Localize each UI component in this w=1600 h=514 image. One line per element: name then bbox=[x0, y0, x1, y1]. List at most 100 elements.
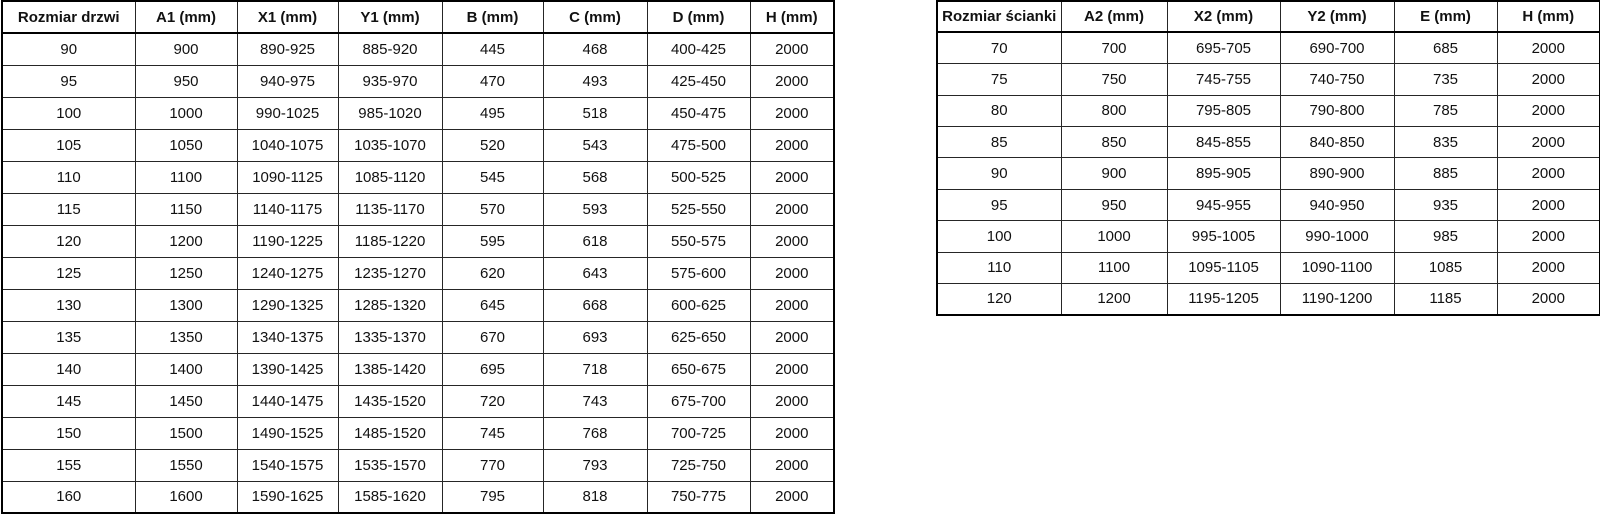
table-cell: 668 bbox=[542, 288, 648, 322]
table-row: 85 850 845-855 840-850 835 2000 bbox=[936, 126, 1600, 159]
table-row: 155 1550 1540-1575 1535-1570 770 793 725-750 20… bbox=[1, 448, 835, 482]
table-cell: 2000 bbox=[1496, 157, 1600, 190]
table-row: 145 1450 1440-1475 1435-1520 720 743 675-700 20… bbox=[1, 384, 835, 418]
table-cell: 520 bbox=[441, 128, 544, 162]
table-cell: 125 bbox=[1, 256, 136, 290]
table-cell: 80 bbox=[936, 94, 1062, 128]
table-cell: 950 bbox=[1060, 188, 1168, 222]
table-cell: 885 bbox=[1393, 157, 1498, 190]
table-cell: 900 bbox=[1060, 157, 1168, 190]
table-cell: 110 bbox=[936, 251, 1062, 285]
table-cell: 895-905 bbox=[1166, 157, 1281, 190]
table-cell: 935 bbox=[1393, 188, 1498, 222]
table-cell: 685 bbox=[1393, 31, 1498, 65]
table-cell: 468 bbox=[542, 32, 648, 66]
table-cell: 1235-1270 bbox=[337, 256, 443, 290]
table-cell: 115 bbox=[1, 192, 136, 226]
column-header: H (mm) bbox=[1496, 0, 1600, 34]
table-cell: 935-970 bbox=[337, 64, 443, 98]
table-cell: 1100 bbox=[134, 160, 238, 194]
column-header: B (mm) bbox=[441, 0, 544, 34]
table-row: 100 1000 990-1025 985-1020 495 518 450-475 2000 bbox=[1, 96, 835, 130]
table-cell: 750 bbox=[1060, 63, 1168, 96]
table-row: 120 1200 1195-1205 1190-1200 1185 2000 bbox=[936, 283, 1600, 316]
table-cell: 445 bbox=[441, 32, 544, 66]
table-cell: 2000 bbox=[749, 352, 835, 386]
table-cell: 518 bbox=[542, 96, 648, 130]
table-cell: 75 bbox=[936, 63, 1062, 96]
table-cell: 725-750 bbox=[646, 448, 751, 482]
table-cell: 1085-1120 bbox=[337, 160, 443, 194]
table-cell: 1000 bbox=[1060, 220, 1168, 253]
table-cell: 945-955 bbox=[1166, 188, 1281, 222]
table-cell: 1350 bbox=[134, 320, 238, 354]
table-cell: 2000 bbox=[749, 416, 835, 450]
table-cell: 670 bbox=[441, 320, 544, 354]
table-cell: 790-800 bbox=[1279, 94, 1395, 128]
table-cell: 1100 bbox=[1060, 251, 1168, 285]
table-cell: 2000 bbox=[749, 320, 835, 354]
table-cell: 1195-1205 bbox=[1166, 283, 1281, 316]
table-cell: 718 bbox=[542, 352, 648, 386]
table-cell: 1285-1320 bbox=[337, 288, 443, 322]
table-row: 70 700 695-705 690-700 685 2000 bbox=[936, 31, 1600, 65]
table-cell: 1290-1325 bbox=[236, 288, 339, 322]
table-cell: 1300 bbox=[134, 288, 238, 322]
table-cell: 1600 bbox=[134, 480, 238, 514]
table-row: 110 1100 1095-1105 1090-1100 1085 2000 bbox=[936, 251, 1600, 285]
table-cell: 1535-1570 bbox=[337, 448, 443, 482]
table-cell: 890-900 bbox=[1279, 157, 1395, 190]
table-cell: 2000 bbox=[749, 192, 835, 226]
table-cell: 400-425 bbox=[646, 32, 751, 66]
table-cell: 840-850 bbox=[1279, 126, 1395, 159]
table-cell: 135 bbox=[1, 320, 136, 354]
table-cell: 100 bbox=[936, 220, 1062, 253]
table-cell: 1050 bbox=[134, 128, 238, 162]
column-header: H (mm) bbox=[749, 0, 835, 34]
table-cell: 795-805 bbox=[1166, 94, 1281, 128]
table-cell: 1135-1170 bbox=[337, 192, 443, 226]
table-cell: 700-725 bbox=[646, 416, 751, 450]
door-size-table: Rozmiar drzwi A1 (mm) X1 (mm) Y1 (mm) B (mm)… bbox=[1, 0, 835, 514]
table-cell: 1240-1275 bbox=[236, 256, 339, 290]
table-cell: 1585-1620 bbox=[337, 480, 443, 514]
table-cell: 2000 bbox=[1496, 251, 1600, 285]
table-cell: 593 bbox=[542, 192, 648, 226]
table-cell: 1590-1625 bbox=[236, 480, 339, 514]
table-cell: 85 bbox=[936, 126, 1062, 159]
table-row: 150 1500 1490-1525 1485-1520 745 768 700-725 20… bbox=[1, 416, 835, 450]
table-cell: 2000 bbox=[749, 256, 835, 290]
table-cell: 800 bbox=[1060, 94, 1168, 128]
table-cell: 95 bbox=[936, 188, 1062, 222]
table-cell: 140 bbox=[1, 352, 136, 386]
table-row: 110 1100 1090-1125 1085-1120 545 568 500-525 20… bbox=[1, 160, 835, 194]
column-header: E (mm) bbox=[1393, 0, 1498, 34]
table-cell: 550-575 bbox=[646, 224, 751, 258]
table-cell: 470 bbox=[441, 64, 544, 98]
table-cell: 990-1025 bbox=[236, 96, 339, 130]
table-cell: 2000 bbox=[1496, 188, 1600, 222]
table-cell: 575-600 bbox=[646, 256, 751, 290]
table-cell: 1200 bbox=[1060, 283, 1168, 316]
table-cell: 105 bbox=[1, 128, 136, 162]
table-cell: 768 bbox=[542, 416, 648, 450]
column-header: Rozmiar ścianki bbox=[936, 0, 1062, 34]
table-cell: 695-705 bbox=[1166, 31, 1281, 65]
table-row: 120 1200 1190-1225 1185-1220 595 618 550-575 20… bbox=[1, 224, 835, 258]
table-cell: 70 bbox=[936, 31, 1062, 65]
table-cell: 1490-1525 bbox=[236, 416, 339, 450]
table-cell: 2000 bbox=[1496, 31, 1600, 65]
table-row: 75 750 745-755 740-750 735 2000 bbox=[936, 63, 1600, 96]
table-cell: 568 bbox=[542, 160, 648, 194]
header-row: Rozmiar drzwi A1 (mm) X1 (mm) Y1 (mm) B (mm)… bbox=[1, 0, 835, 34]
column-header: Y1 (mm) bbox=[337, 0, 443, 34]
table-row: 160 1600 1590-1625 1585-1620 795 818 750-775 20… bbox=[1, 480, 835, 514]
table-cell: 570 bbox=[441, 192, 544, 226]
table-cell: 2000 bbox=[749, 448, 835, 482]
table-cell: 990-1000 bbox=[1279, 220, 1395, 253]
table-cell: 1440-1475 bbox=[236, 384, 339, 418]
table-cell: 745 bbox=[441, 416, 544, 450]
table-cell: 475-500 bbox=[646, 128, 751, 162]
table-cell: 1540-1575 bbox=[236, 448, 339, 482]
